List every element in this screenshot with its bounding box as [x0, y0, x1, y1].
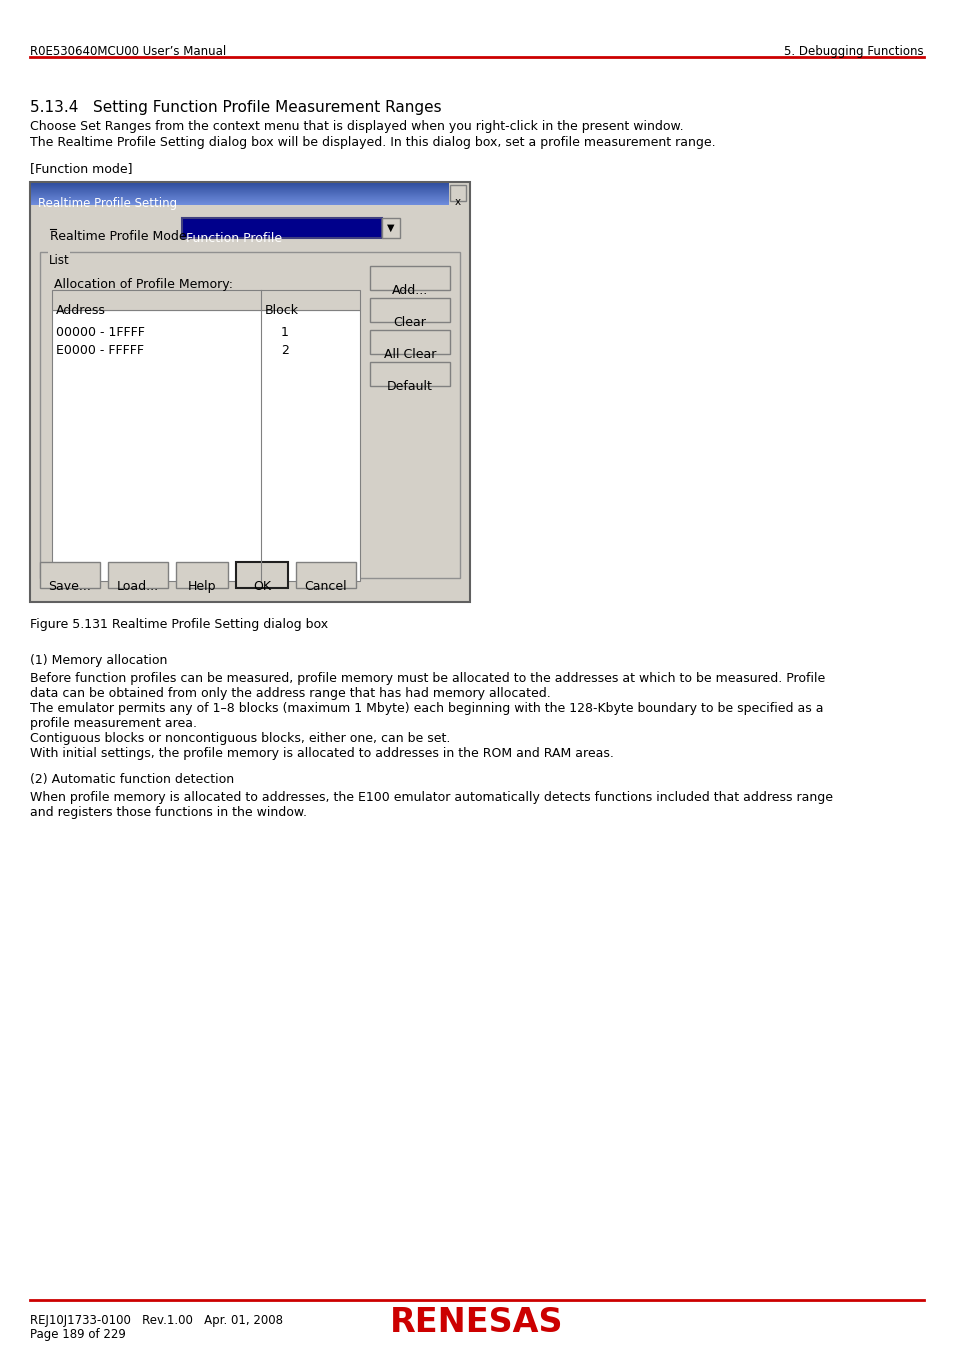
Text: 5. Debugging Functions: 5. Debugging Functions [783, 45, 923, 58]
Text: ▼: ▼ [387, 223, 395, 234]
Bar [370, 266, 450, 290]
Text: Address: Address [56, 304, 106, 317]
Text: Block: Block [265, 304, 298, 317]
Text: Add...: Add... [392, 284, 428, 297]
Bar [370, 329, 450, 354]
Text: E0000 - FFFFF: E0000 - FFFFF [56, 344, 144, 356]
Text: The emulator permits any of 1–8 blocks (maximum 1 Mbyte) each beginning with the: The emulator permits any of 1–8 blocks (… [30, 702, 822, 716]
Text: Load...: Load... [117, 580, 159, 593]
Bar [235, 562, 288, 589]
Bar [175, 562, 228, 589]
Text: All Clear: All Clear [383, 348, 436, 360]
Text: Cancel: Cancel [304, 580, 347, 593]
Text: Function Profile: Function Profile [186, 232, 282, 244]
Bar [450, 185, 465, 201]
Bar [40, 562, 100, 589]
Text: Clear: Clear [394, 316, 426, 329]
Text: Page 189 of 229: Page 189 of 229 [30, 1328, 126, 1341]
Text: Choose Set Ranges from the context menu that is displayed when you right-click i: Choose Set Ranges from the context menu … [30, 120, 683, 134]
Bar [370, 298, 450, 323]
Text: Figure 5.131 Realtime Profile Setting dialog box: Figure 5.131 Realtime Profile Setting di… [30, 618, 328, 630]
Bar [182, 217, 381, 238]
Text: (1) Memory allocation: (1) Memory allocation [30, 653, 167, 667]
Text: REJ10J1733-0100   Rev.1.00   Apr. 01, 2008: REJ10J1733-0100 Rev.1.00 Apr. 01, 2008 [30, 1314, 283, 1327]
Text: RENESAS: RENESAS [390, 1305, 563, 1338]
Text: Realtime Profile Setting: Realtime Profile Setting [38, 197, 177, 211]
Text: Help: Help [188, 580, 216, 593]
Text: 00000 - 1FFFF: 00000 - 1FFFF [56, 325, 145, 339]
Bar [370, 362, 450, 386]
Bar [381, 217, 399, 238]
Bar [48, 247, 70, 256]
Bar [108, 562, 168, 589]
Text: x: x [455, 197, 460, 207]
Text: Contiguous blocks or noncontiguous blocks, either one, can be set.: Contiguous blocks or noncontiguous block… [30, 732, 450, 745]
Text: List: List [49, 254, 70, 267]
Text: [Function mode]: [Function mode] [30, 162, 132, 176]
Text: R0E530640MCU00 User’s Manual: R0E530640MCU00 User’s Manual [30, 45, 226, 58]
Bar [30, 182, 470, 602]
Bar [40, 252, 459, 578]
Bar [295, 562, 355, 589]
Text: Before function profiles can be measured, profile memory must be allocated to th: Before function profiles can be measured… [30, 672, 824, 684]
Text: Allocation of Profile Memory:: Allocation of Profile Memory: [54, 278, 233, 292]
Text: OK: OK [253, 580, 271, 593]
Bar [52, 310, 359, 580]
Text: 1: 1 [281, 325, 289, 339]
Text: The Realtime Profile Setting dialog box will be displayed. In this dialog box, s: The Realtime Profile Setting dialog box … [30, 136, 715, 148]
Text: Default: Default [387, 379, 433, 393]
Text: Save...: Save... [49, 580, 91, 593]
Text: With initial settings, the profile memory is allocated to addresses in the ROM a: With initial settings, the profile memor… [30, 747, 613, 760]
Text: 2: 2 [281, 344, 289, 356]
Text: data can be obtained from only the address range that has had memory allocated.: data can be obtained from only the addre… [30, 687, 550, 701]
Text: (2) Automatic function detection: (2) Automatic function detection [30, 774, 233, 786]
Text: and registers those functions in the window.: and registers those functions in the win… [30, 806, 307, 819]
Text: 5.13.4   Setting Function Profile Measurement Ranges: 5.13.4 Setting Function Profile Measurem… [30, 100, 441, 115]
Bar [52, 290, 359, 310]
Text: profile measurement area.: profile measurement area. [30, 717, 196, 730]
Text: Realtime Profile Mode:: Realtime Profile Mode: [50, 230, 191, 243]
Text: When profile memory is allocated to addresses, the E100 emulator automatically d: When profile memory is allocated to addr… [30, 791, 832, 805]
